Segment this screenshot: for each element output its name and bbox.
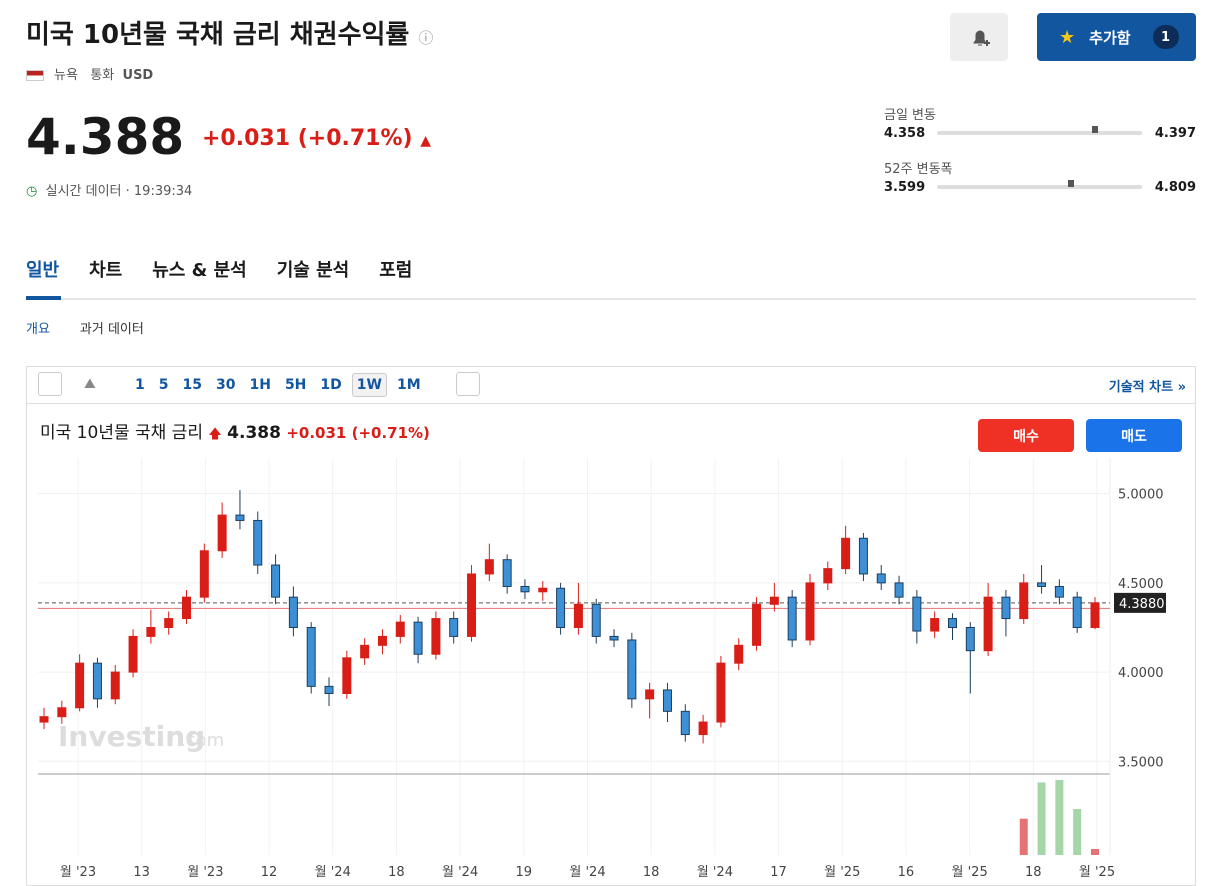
add-watchlist[interactable]: ★ 추가함 1 (1037, 13, 1196, 61)
range: 금일 변동 4.358 4.397 (884, 104, 1196, 144)
chart-title: 미국 10년물 국채 금리 (40, 423, 203, 443)
interval[interactable]: 5 (158, 377, 169, 393)
tab-underline (26, 296, 61, 300)
range-marker (1091, 126, 1098, 133)
area-icon[interactable]: ⛰ (84, 376, 96, 392)
alert-button[interactable] (950, 13, 1008, 61)
change: +0.031 (+0.71%) ▲ (202, 126, 432, 151)
interval[interactable]: 1D (320, 377, 342, 393)
interval[interactable]: 1 (135, 377, 145, 393)
chart-header: 미국 10년물 국채 금리 🡅 4.388 +0.031 (+0.71%) (40, 423, 430, 443)
subtabs: 개요 과거 데이터 (26, 318, 144, 337)
add-label: 추가함 (1089, 28, 1131, 47)
range-low: 3.599 (884, 180, 926, 195)
range-label: 금일 변동 (884, 108, 936, 123)
place: 뉴욕 (54, 68, 78, 83)
tab[interactable]: 일반 (26, 260, 60, 281)
range-marker (1067, 180, 1074, 187)
tab[interactable]: 기술 분석 (276, 260, 350, 281)
range-bar (937, 180, 1142, 189)
buy-button[interactable]: 매수 (978, 419, 1074, 452)
interval[interactable]: 5H (284, 377, 307, 393)
interval[interactable]: 1M (396, 377, 421, 393)
chart-price: 4.388 (227, 423, 281, 443)
tab-line (26, 298, 1196, 300)
range: 52주 변동폭 3.599 4.809 (884, 158, 1196, 198)
tabs: 일반 차트 뉴스 & 분석 기술 분석 포럼 (26, 256, 412, 282)
range-high: 4.397 (1154, 126, 1196, 141)
range-label: 52주 변동폭 (884, 162, 953, 177)
add-count: 1 (1152, 25, 1179, 49)
interval[interactable]: 1W (351, 373, 387, 397)
price: 4.388 (26, 108, 185, 166)
toolbar: 1 5 15 30 1H 5H 1D 1W 1M (26, 366, 1196, 404)
status: ◷ 실시간 데이터 · 19:39:34 (26, 184, 193, 199)
interval[interactable]: 1H (249, 377, 271, 393)
chart-change: +0.031 (286, 424, 347, 442)
subtab[interactable]: 개요 (26, 322, 50, 337)
currency-label: 통화 (90, 68, 115, 83)
bell-icon (973, 30, 990, 46)
title-text: 미국 10년물 국채 금리 채권수익률 (26, 20, 410, 50)
layout-icon[interactable] (456, 372, 480, 396)
interval[interactable]: 30 (215, 377, 236, 393)
range-high: 4.809 (1154, 180, 1196, 195)
change-pct: (+0.71%) (297, 126, 413, 151)
status-text: 실시간 데이터 · 19:39:34 (45, 184, 193, 199)
tab[interactable]: 포럼 (379, 260, 413, 281)
tech-chart-link[interactable]: 기술적 차트 » (1108, 380, 1186, 395)
sell-button[interactable]: 매도 (1086, 419, 1182, 452)
subtab[interactable]: 과거 데이터 (79, 322, 144, 337)
range-low: 4.358 (884, 126, 926, 141)
candle-icon[interactable] (38, 372, 62, 396)
title: 미국 10년물 국채 금리 채권수익률 ⓘ (26, 20, 434, 50)
chart-change-pct: (+0.71%) (351, 424, 430, 442)
range-bar (937, 126, 1142, 135)
meta: 뉴욕 통화 USD (26, 64, 153, 83)
interval[interactable]: 15 (182, 377, 202, 393)
tab[interactable]: 뉴스 & 분석 (152, 260, 247, 281)
change-abs: +0.031 (202, 126, 291, 151)
tab[interactable]: 차트 (89, 260, 123, 281)
currency: USD (122, 68, 154, 83)
